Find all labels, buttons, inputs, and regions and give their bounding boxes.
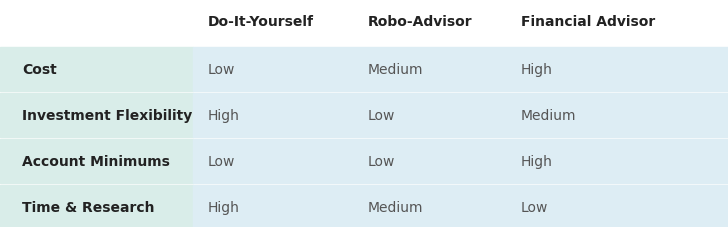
Text: Low: Low <box>368 154 395 168</box>
Text: Medium: Medium <box>368 63 423 77</box>
Bar <box>193 94 728 137</box>
Text: Low: Low <box>207 63 235 77</box>
Bar <box>193 185 728 227</box>
Text: Do-It-Yourself: Do-It-Yourself <box>207 15 314 29</box>
Text: Account Minimums: Account Minimums <box>22 154 170 168</box>
Text: High: High <box>207 109 240 122</box>
Text: Low: Low <box>368 109 395 122</box>
Bar <box>193 48 728 92</box>
Text: High: High <box>521 63 553 77</box>
Text: Time & Research: Time & Research <box>22 200 154 214</box>
Bar <box>193 139 728 183</box>
Text: High: High <box>207 200 240 214</box>
Text: Financial Advisor: Financial Advisor <box>521 15 654 29</box>
Bar <box>0 48 193 92</box>
Text: Medium: Medium <box>521 109 576 122</box>
Text: Cost: Cost <box>22 63 57 77</box>
Bar <box>0 94 193 137</box>
Text: Investment Flexibility: Investment Flexibility <box>22 109 192 122</box>
Text: Low: Low <box>521 200 548 214</box>
Bar <box>0 185 193 227</box>
Text: Medium: Medium <box>368 200 423 214</box>
Text: High: High <box>521 154 553 168</box>
Text: Robo-Advisor: Robo-Advisor <box>368 15 472 29</box>
Text: Low: Low <box>207 154 235 168</box>
Bar <box>0 139 193 183</box>
